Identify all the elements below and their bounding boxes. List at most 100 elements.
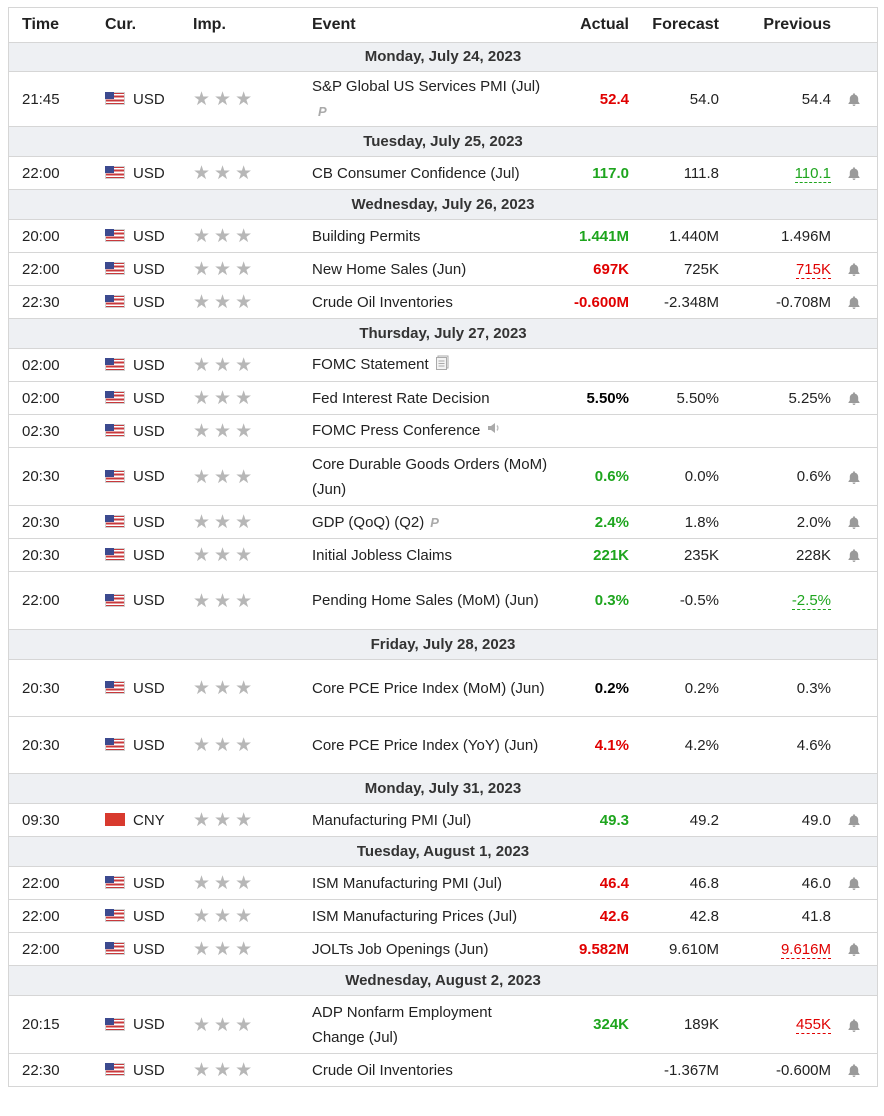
previous-value[interactable]: 715K <box>795 260 831 279</box>
event-title[interactable]: Pending Home Sales (MoM) (Jun) <box>312 592 539 609</box>
bell-icon[interactable] <box>831 161 877 186</box>
event-name[interactable]: Core Durable Goods Orders (MoM) (Jun) <box>312 447 556 506</box>
bell-icon[interactable] <box>831 386 877 411</box>
event-name[interactable]: Fed Interest Rate Decision <box>312 381 556 415</box>
event-row[interactable]: 20:30 USD ★★★ Initial Jobless Claims 221… <box>9 538 877 572</box>
event-name[interactable]: FOMC Press Conference <box>312 414 556 448</box>
bell-icon[interactable] <box>831 290 877 315</box>
header-time[interactable]: Time <box>9 8 105 43</box>
bell-icon[interactable] <box>831 510 877 535</box>
event-name[interactable]: Manufacturing PMI (Jul) <box>312 803 556 837</box>
previous-value[interactable]: -2.5% <box>791 592 831 610</box>
event-row[interactable]: 02:30 USD ★★★ FOMC Press Conference <box>9 414 877 448</box>
event-alert <box>831 447 877 506</box>
event-row[interactable]: 09:30 CNY ★★★ Manufacturing PMI (Jul) 49… <box>9 803 877 837</box>
header-previous[interactable]: Previous <box>719 8 831 43</box>
event-alert <box>831 932 877 966</box>
event-title[interactable]: ISM Manufacturing Prices (Jul) <box>312 907 518 925</box>
event-title[interactable]: Fed Interest Rate Decision <box>312 389 490 407</box>
header-currency[interactable]: Cur. <box>105 8 193 43</box>
event-name[interactable]: ISM Manufacturing Prices (Jul) <box>312 899 556 933</box>
event-row[interactable]: 22:30 USD ★★★ Crude Oil Inventories -0.6… <box>9 285 877 319</box>
previous-value[interactable]: 455K <box>795 1016 831 1034</box>
header-actual[interactable]: Actual <box>556 8 629 43</box>
event-name[interactable]: ISM Manufacturing PMI (Jul) <box>312 866 556 900</box>
event-title[interactable]: Building Permits <box>312 227 421 245</box>
bell-icon[interactable] <box>831 543 877 568</box>
speaker-icon[interactable] <box>486 422 502 440</box>
us-flag-icon <box>105 424 125 438</box>
event-title[interactable]: JOLTs Job Openings (Jun) <box>312 940 489 958</box>
event-row[interactable]: 22:00 USD ★★★ Pending Home Sales (MoM) (… <box>9 571 877 630</box>
header-forecast[interactable]: Forecast <box>629 8 719 43</box>
event-row[interactable]: 22:30 USD ★★★ Crude Oil Inventories -1.3… <box>9 1053 877 1087</box>
bell-icon[interactable] <box>831 1058 877 1083</box>
event-title[interactable]: Initial Jobless Claims <box>312 546 453 564</box>
event-row[interactable]: 20:30 USD ★★★ GDP (QoQ) (Q2) P 2.4% 1.8% … <box>9 505 877 539</box>
event-name[interactable]: Crude Oil Inventories <box>312 1053 556 1087</box>
event-row[interactable]: 20:15 USD ★★★ ADP Nonfarm Employment Cha… <box>9 995 877 1054</box>
event-title[interactable]: Crude Oil Inventories <box>312 293 453 311</box>
event-name[interactable]: CB Consumer Confidence (Jul) <box>312 156 556 190</box>
event-name[interactable]: FOMC Statement <box>312 348 556 382</box>
event-row[interactable]: 22:00 USD ★★★ JOLTs Job Openings (Jun) 9… <box>9 932 877 966</box>
bell-icon[interactable] <box>831 808 877 833</box>
event-name[interactable]: Crude Oil Inventories <box>312 285 556 319</box>
event-title[interactable]: GDP (QoQ) (Q2) <box>312 513 425 531</box>
event-name[interactable]: ADP Nonfarm Employment Change (Jul) <box>312 995 556 1054</box>
event-importance: ★★★ <box>193 803 312 837</box>
event-name[interactable]: S&P Global US Services PMI (Jul) P <box>312 71 556 127</box>
event-row[interactable]: 20:00 USD ★★★ Building Permits 1.441M 1.… <box>9 219 877 253</box>
event-title[interactable]: ADP Nonfarm Employment Change (Jul) <box>312 1003 492 1046</box>
event-row[interactable]: 20:30 USD ★★★ Core PCE Price Index (MoM)… <box>9 659 877 717</box>
importance-stars-icon: ★★★ <box>193 735 257 756</box>
event-name[interactable]: Initial Jobless Claims <box>312 538 556 572</box>
event-row[interactable]: 22:00 USD ★★★ CB Consumer Confidence (Ju… <box>9 156 877 190</box>
event-row[interactable]: 22:00 USD ★★★ ISM Manufacturing Prices (… <box>9 899 877 933</box>
event-title[interactable]: Core Durable Goods Orders (MoM) (Jun) <box>312 455 548 498</box>
document-icon[interactable] <box>435 355 451 374</box>
event-row[interactable]: 02:00 USD ★★★ Fed Interest Rate Decision… <box>9 381 877 415</box>
header-importance[interactable]: Imp. <box>193 8 312 43</box>
event-title[interactable]: FOMC Statement <box>312 356 429 374</box>
bell-icon[interactable] <box>831 1012 877 1037</box>
event-name[interactable]: Core PCE Price Index (YoY) (Jun) <box>312 716 556 774</box>
bell-icon[interactable] <box>831 87 877 112</box>
us-flag-icon <box>105 909 125 923</box>
event-title[interactable]: S&P Global US Services PMI (Jul) <box>312 78 541 95</box>
event-alert <box>831 995 877 1054</box>
event-title[interactable]: Core PCE Price Index (YoY) (Jun) <box>312 736 539 754</box>
event-row[interactable]: 22:00 USD ★★★ ISM Manufacturing PMI (Jul… <box>9 866 877 900</box>
event-row[interactable]: 22:00 USD ★★★ New Home Sales (Jun) 697K … <box>9 252 877 286</box>
bell-icon[interactable] <box>831 937 877 962</box>
event-name[interactable]: Core PCE Price Index (MoM) (Jun) <box>312 659 556 717</box>
event-title[interactable]: Core PCE Price Index (MoM) (Jun) <box>312 679 545 697</box>
event-row[interactable]: 20:30 USD ★★★ Core Durable Goods Orders … <box>9 447 877 506</box>
event-currency: USD <box>105 348 193 382</box>
previous-value[interactable]: 110.1 <box>794 164 831 183</box>
currency-code: USD <box>133 874 165 892</box>
event-name[interactable]: Pending Home Sales (MoM) (Jun) <box>312 571 556 630</box>
event-title[interactable]: Manufacturing PMI (Jul) <box>312 811 472 829</box>
event-title[interactable]: ISM Manufacturing PMI (Jul) <box>312 874 503 892</box>
event-row[interactable]: 20:30 USD ★★★ Core PCE Price Index (YoY)… <box>9 716 877 774</box>
event-title[interactable]: New Home Sales (Jun) <box>312 260 467 278</box>
event-title[interactable]: FOMC Press Conference <box>312 422 481 440</box>
event-row[interactable]: 21:45 USD ★★★ S&P Global US Services PMI… <box>9 71 877 127</box>
bell-icon[interactable] <box>831 257 877 282</box>
bell-icon[interactable] <box>831 871 877 896</box>
event-name[interactable]: New Home Sales (Jun) <box>312 252 556 286</box>
event-importance: ★★★ <box>193 219 312 253</box>
event-title[interactable]: Crude Oil Inventories <box>312 1061 453 1079</box>
event-name[interactable]: Building Permits <box>312 219 556 253</box>
previous-value[interactable]: 9.616M <box>780 940 831 959</box>
event-name[interactable]: GDP (QoQ) (Q2) P <box>312 505 556 539</box>
event-currency: USD <box>105 219 193 253</box>
bell-icon[interactable] <box>831 464 877 489</box>
event-actual: 0.6% <box>556 447 629 506</box>
event-actual: 2.4% <box>556 505 629 539</box>
event-row[interactable]: 02:00 USD ★★★ FOMC Statement <box>9 348 877 382</box>
event-title[interactable]: CB Consumer Confidence (Jul) <box>312 164 520 182</box>
header-event[interactable]: Event <box>312 8 556 43</box>
event-name[interactable]: JOLTs Job Openings (Jun) <box>312 932 556 966</box>
